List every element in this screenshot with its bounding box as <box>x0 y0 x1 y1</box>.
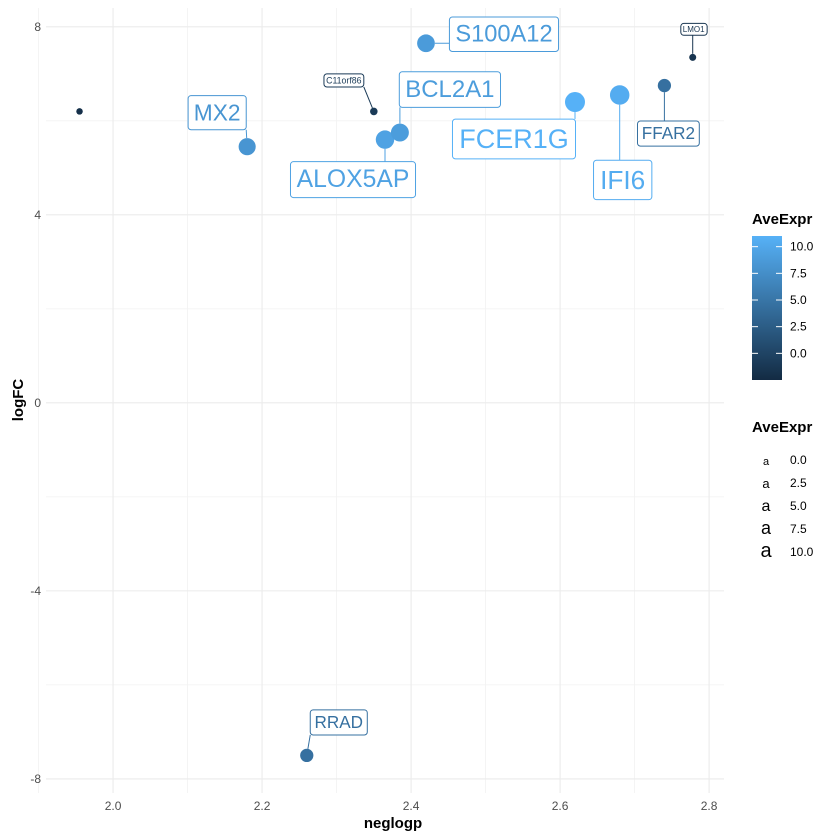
point-label: ALOX5AP <box>289 161 417 199</box>
data-point <box>370 107 378 116</box>
colorbar-label: 7.5 <box>790 266 807 280</box>
y-tick-label: 0 <box>34 396 41 410</box>
point-label-box <box>309 709 368 736</box>
data-point <box>300 748 314 763</box>
point-label-text: ALOX5AP <box>297 166 410 193</box>
point-label-text: C11orf86 <box>326 75 361 85</box>
data-points <box>76 34 697 763</box>
y-tick-label: -4 <box>30 584 41 598</box>
x-tick-label: 2.6 <box>552 799 569 813</box>
label-connector <box>363 86 373 109</box>
data-point <box>564 92 585 113</box>
size-legend-glyph: a <box>760 540 772 562</box>
colorbar-label: 2.5 <box>790 320 807 334</box>
size-legend-title: AveExpr <box>752 419 812 436</box>
label-connector <box>307 734 311 749</box>
colorbar-label: 10.0 <box>790 240 814 254</box>
point-label: LMO1 <box>680 22 708 36</box>
size-legend-label: 2.5 <box>790 476 807 490</box>
point-label-box <box>593 159 653 201</box>
data-point <box>375 130 395 149</box>
colorbar-label: 0.0 <box>790 346 807 360</box>
point-label-text: LMO1 <box>683 25 705 34</box>
point-label-text: RRAD <box>315 713 363 732</box>
size-legend-glyph: a <box>763 456 770 468</box>
y-tick-label: 8 <box>34 20 41 34</box>
x-tick-label: 2.0 <box>105 799 122 813</box>
y-tick-label: 4 <box>34 208 41 222</box>
point-label-box <box>289 161 417 199</box>
data-point <box>238 138 256 156</box>
point-label: C11orf86 <box>323 73 365 88</box>
point-label: MX2 <box>187 95 247 131</box>
label-connectors <box>245 35 694 749</box>
y-axis-title: logFC <box>10 379 27 422</box>
x-axis-ticks: 2.0 2.2 2.4 2.6 2.8 <box>105 799 718 813</box>
data-point <box>76 108 83 115</box>
size-legend-label: 5.0 <box>790 499 807 513</box>
point-label: FCER1G <box>451 118 577 160</box>
size-legend-glyph: a <box>761 518 772 538</box>
point-label-box <box>187 95 247 131</box>
data-point <box>417 34 435 53</box>
point-label-text: S100A12 <box>455 21 552 47</box>
color-legend-title: AveExpr <box>752 211 812 228</box>
point-label: IFI6 <box>593 159 653 201</box>
point-label-text: FCER1G <box>459 124 569 154</box>
point-label-text: BCL2A1 <box>405 76 494 103</box>
y-axis-ticks: -8 -4 0 4 8 <box>30 20 41 786</box>
point-label-box <box>680 22 708 36</box>
x-tick-label: 2.4 <box>403 799 420 813</box>
point-label: RRAD <box>309 709 368 736</box>
point-label-text: MX2 <box>194 100 241 126</box>
size-legend-label: 7.5 <box>790 522 807 536</box>
data-point <box>609 85 630 105</box>
size-legend-glyph: a <box>762 498 771 515</box>
major-gridlines <box>46 8 724 793</box>
size-legend: AveExpr a 0.0 a 2.5 a 5.0 a 7.5 a 10.0 <box>752 419 814 562</box>
y-tick-label: -8 <box>30 772 41 786</box>
size-legend-label: 0.0 <box>790 453 807 467</box>
data-point <box>657 78 672 93</box>
x-axis-title: neglogp <box>364 815 422 832</box>
point-label: S100A12 <box>448 16 560 53</box>
x-tick-label: 2.8 <box>701 799 718 813</box>
point-label: BCL2A1 <box>398 71 502 108</box>
colorbar <box>752 236 782 380</box>
data-point <box>390 123 409 142</box>
size-legend-label: 10.0 <box>790 545 814 559</box>
point-label-text: FFAR2 <box>642 124 695 143</box>
point-label: FFAR2 <box>636 120 700 147</box>
point-label-box <box>448 16 560 53</box>
point-label-text: IFI6 <box>600 165 645 195</box>
size-legend-glyph: a <box>762 476 770 491</box>
point-labels: MX2 RRAD C11orf86 ALOX5AP BCL2A1 S100A12 FCER1… <box>187 16 708 736</box>
colorbar-label: 5.0 <box>790 293 807 307</box>
data-point <box>689 53 697 61</box>
point-label-box <box>323 73 365 88</box>
minor-gridlines <box>38 8 724 793</box>
point-label-box <box>636 120 700 147</box>
color-legend: AveExpr 10.0 7.5 5.0 2.5 0.0 <box>752 211 814 380</box>
point-label-box <box>451 118 577 160</box>
x-tick-label: 2.2 <box>254 799 271 813</box>
point-label-box <box>398 71 502 108</box>
